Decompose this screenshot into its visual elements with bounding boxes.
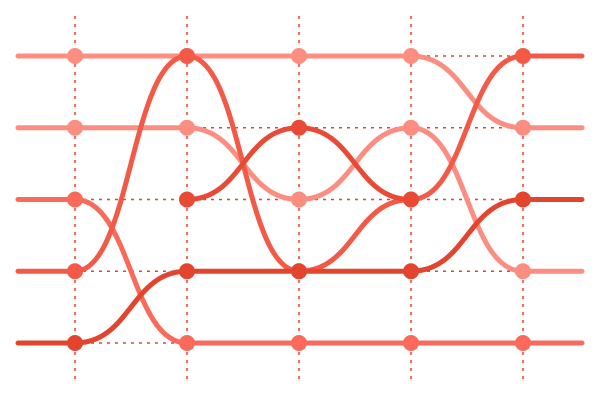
data-point (403, 191, 419, 208)
data-points (67, 48, 531, 351)
data-point (515, 48, 531, 64)
data-point (67, 335, 83, 351)
data-point (67, 48, 83, 64)
data-point (403, 263, 419, 280)
data-point (67, 119, 83, 136)
data-point (515, 191, 531, 208)
data-point (67, 263, 83, 280)
series-line-2 (15, 125, 585, 274)
data-point (179, 263, 195, 280)
data-point (291, 191, 307, 208)
data-point (179, 335, 195, 351)
series-line-4 (15, 53, 585, 274)
data-point (291, 335, 307, 351)
data-point (403, 48, 419, 64)
data-point (515, 119, 531, 136)
data-point (403, 119, 419, 136)
data-point (179, 119, 195, 136)
data-point (403, 335, 419, 351)
data-point (515, 335, 531, 351)
data-point (67, 191, 83, 208)
data-point (179, 191, 195, 208)
series-line-3 (15, 197, 585, 346)
data-point (179, 48, 195, 64)
data-point (291, 48, 307, 64)
data-point (291, 263, 307, 280)
data-point (291, 119, 307, 136)
data-point (515, 263, 531, 280)
